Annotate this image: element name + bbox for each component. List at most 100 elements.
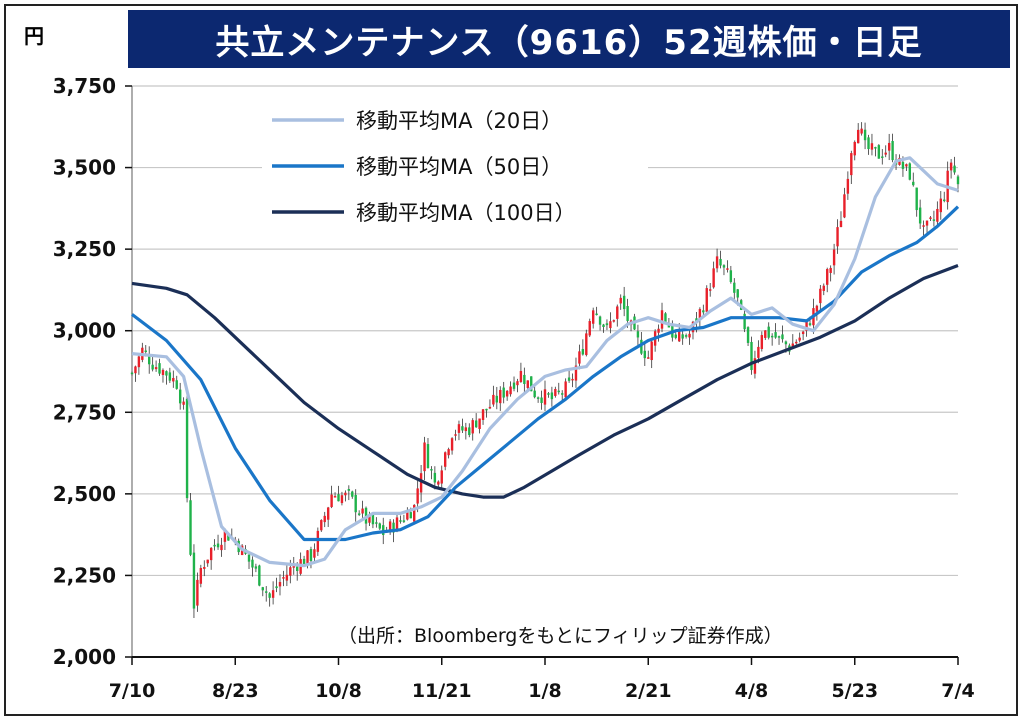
candle-body [499,389,502,404]
candle-body [492,394,495,405]
candle-body [306,550,309,565]
candle-body [543,389,547,405]
legend-label: 移動平均MA（100日） [356,201,576,225]
candle-body [574,365,578,381]
candle-body [709,289,712,291]
candle-body [409,512,412,519]
candle-body [678,331,681,342]
x-tick-label: 11/21 [412,680,472,702]
candle-body [719,258,722,266]
candle-body [536,397,540,399]
candle-body [457,424,461,433]
candle-body [664,313,667,322]
candle-body [774,332,777,338]
candle-body [657,328,660,333]
candle-body [781,334,784,340]
candle-body [550,392,554,400]
candle-body [351,491,354,497]
candle-body [388,521,392,533]
candle-body [609,321,612,329]
candle-body [216,543,220,548]
candle-body [863,129,867,141]
candle-body [316,530,320,552]
candle-body [450,438,454,451]
candle-body [819,288,822,304]
candle-body [929,217,932,219]
x-axis-ticks: 7/10 8/23 10/8 11/21 1/8 2/21 4/8 5/23 7/4 [109,657,975,702]
candle-body [905,164,908,167]
candle-body [681,334,684,339]
candle-body [949,162,953,171]
candle-body [870,143,874,150]
y-tick-label: 2,500 [53,482,116,506]
candle-body [419,473,423,493]
candle-body [715,256,719,269]
candle-body [530,376,533,392]
candle-body [557,390,560,393]
candle-body [636,331,640,338]
candle-body [795,341,798,344]
candle-body [753,358,757,374]
candle-body [619,297,622,304]
candle-body [533,390,536,398]
candle-body [571,378,574,381]
candle-body [850,153,853,176]
candle-body [209,547,213,561]
candle-body [354,494,357,513]
candle-body [915,187,918,211]
candle-body [189,500,192,555]
candle-body [777,336,781,338]
candle-body [743,313,746,330]
candle-body [361,508,364,514]
candle-body [168,372,172,381]
candle-body [912,181,915,186]
candle-body [392,522,395,533]
candle-body [605,323,609,326]
candle-body [908,163,912,180]
candle-body [567,377,571,381]
candle-body [357,513,361,515]
candle-body [275,586,278,589]
x-tick-label: 7/4 [941,680,974,702]
candle-body [712,268,715,288]
candle-body [282,577,285,579]
candle-body [564,381,567,398]
candle-body [736,289,739,298]
candle-body [468,427,471,436]
candle-body [151,364,154,370]
candle-body [251,559,254,568]
candle-body [640,339,643,354]
candle-body [616,306,619,319]
candle-body [430,469,433,471]
candle-body [791,343,794,349]
source-note: （出所：Bloombergをもとにフィリップ証券作成） [338,625,783,647]
candle-body [729,270,733,282]
y-tick-label: 3,750 [53,74,116,98]
candle-body [750,341,753,371]
y-tick-label: 3,000 [53,319,116,343]
candle-body [887,142,891,151]
candle-body [956,176,960,185]
candle-body [340,495,344,504]
candle-body [726,268,729,270]
candle-body [943,199,946,202]
candle-body [144,350,147,353]
x-tick-label: 5/23 [831,680,878,702]
candle-body [154,367,158,370]
candle-body [688,333,691,338]
candle-body [822,285,825,291]
candle-body [918,207,922,224]
candle-body [347,489,351,491]
x-tick-label: 10/8 [315,680,362,702]
candle-body [182,401,185,405]
candle-body [464,427,468,432]
candle-body [158,363,161,374]
candle-body [519,370,523,383]
candle-body [220,544,223,551]
candle-body [764,330,767,338]
candle-body [722,265,726,268]
candle-body [505,390,509,397]
candle-body [437,481,440,485]
candle-body [413,504,416,522]
candle-body [585,333,588,355]
